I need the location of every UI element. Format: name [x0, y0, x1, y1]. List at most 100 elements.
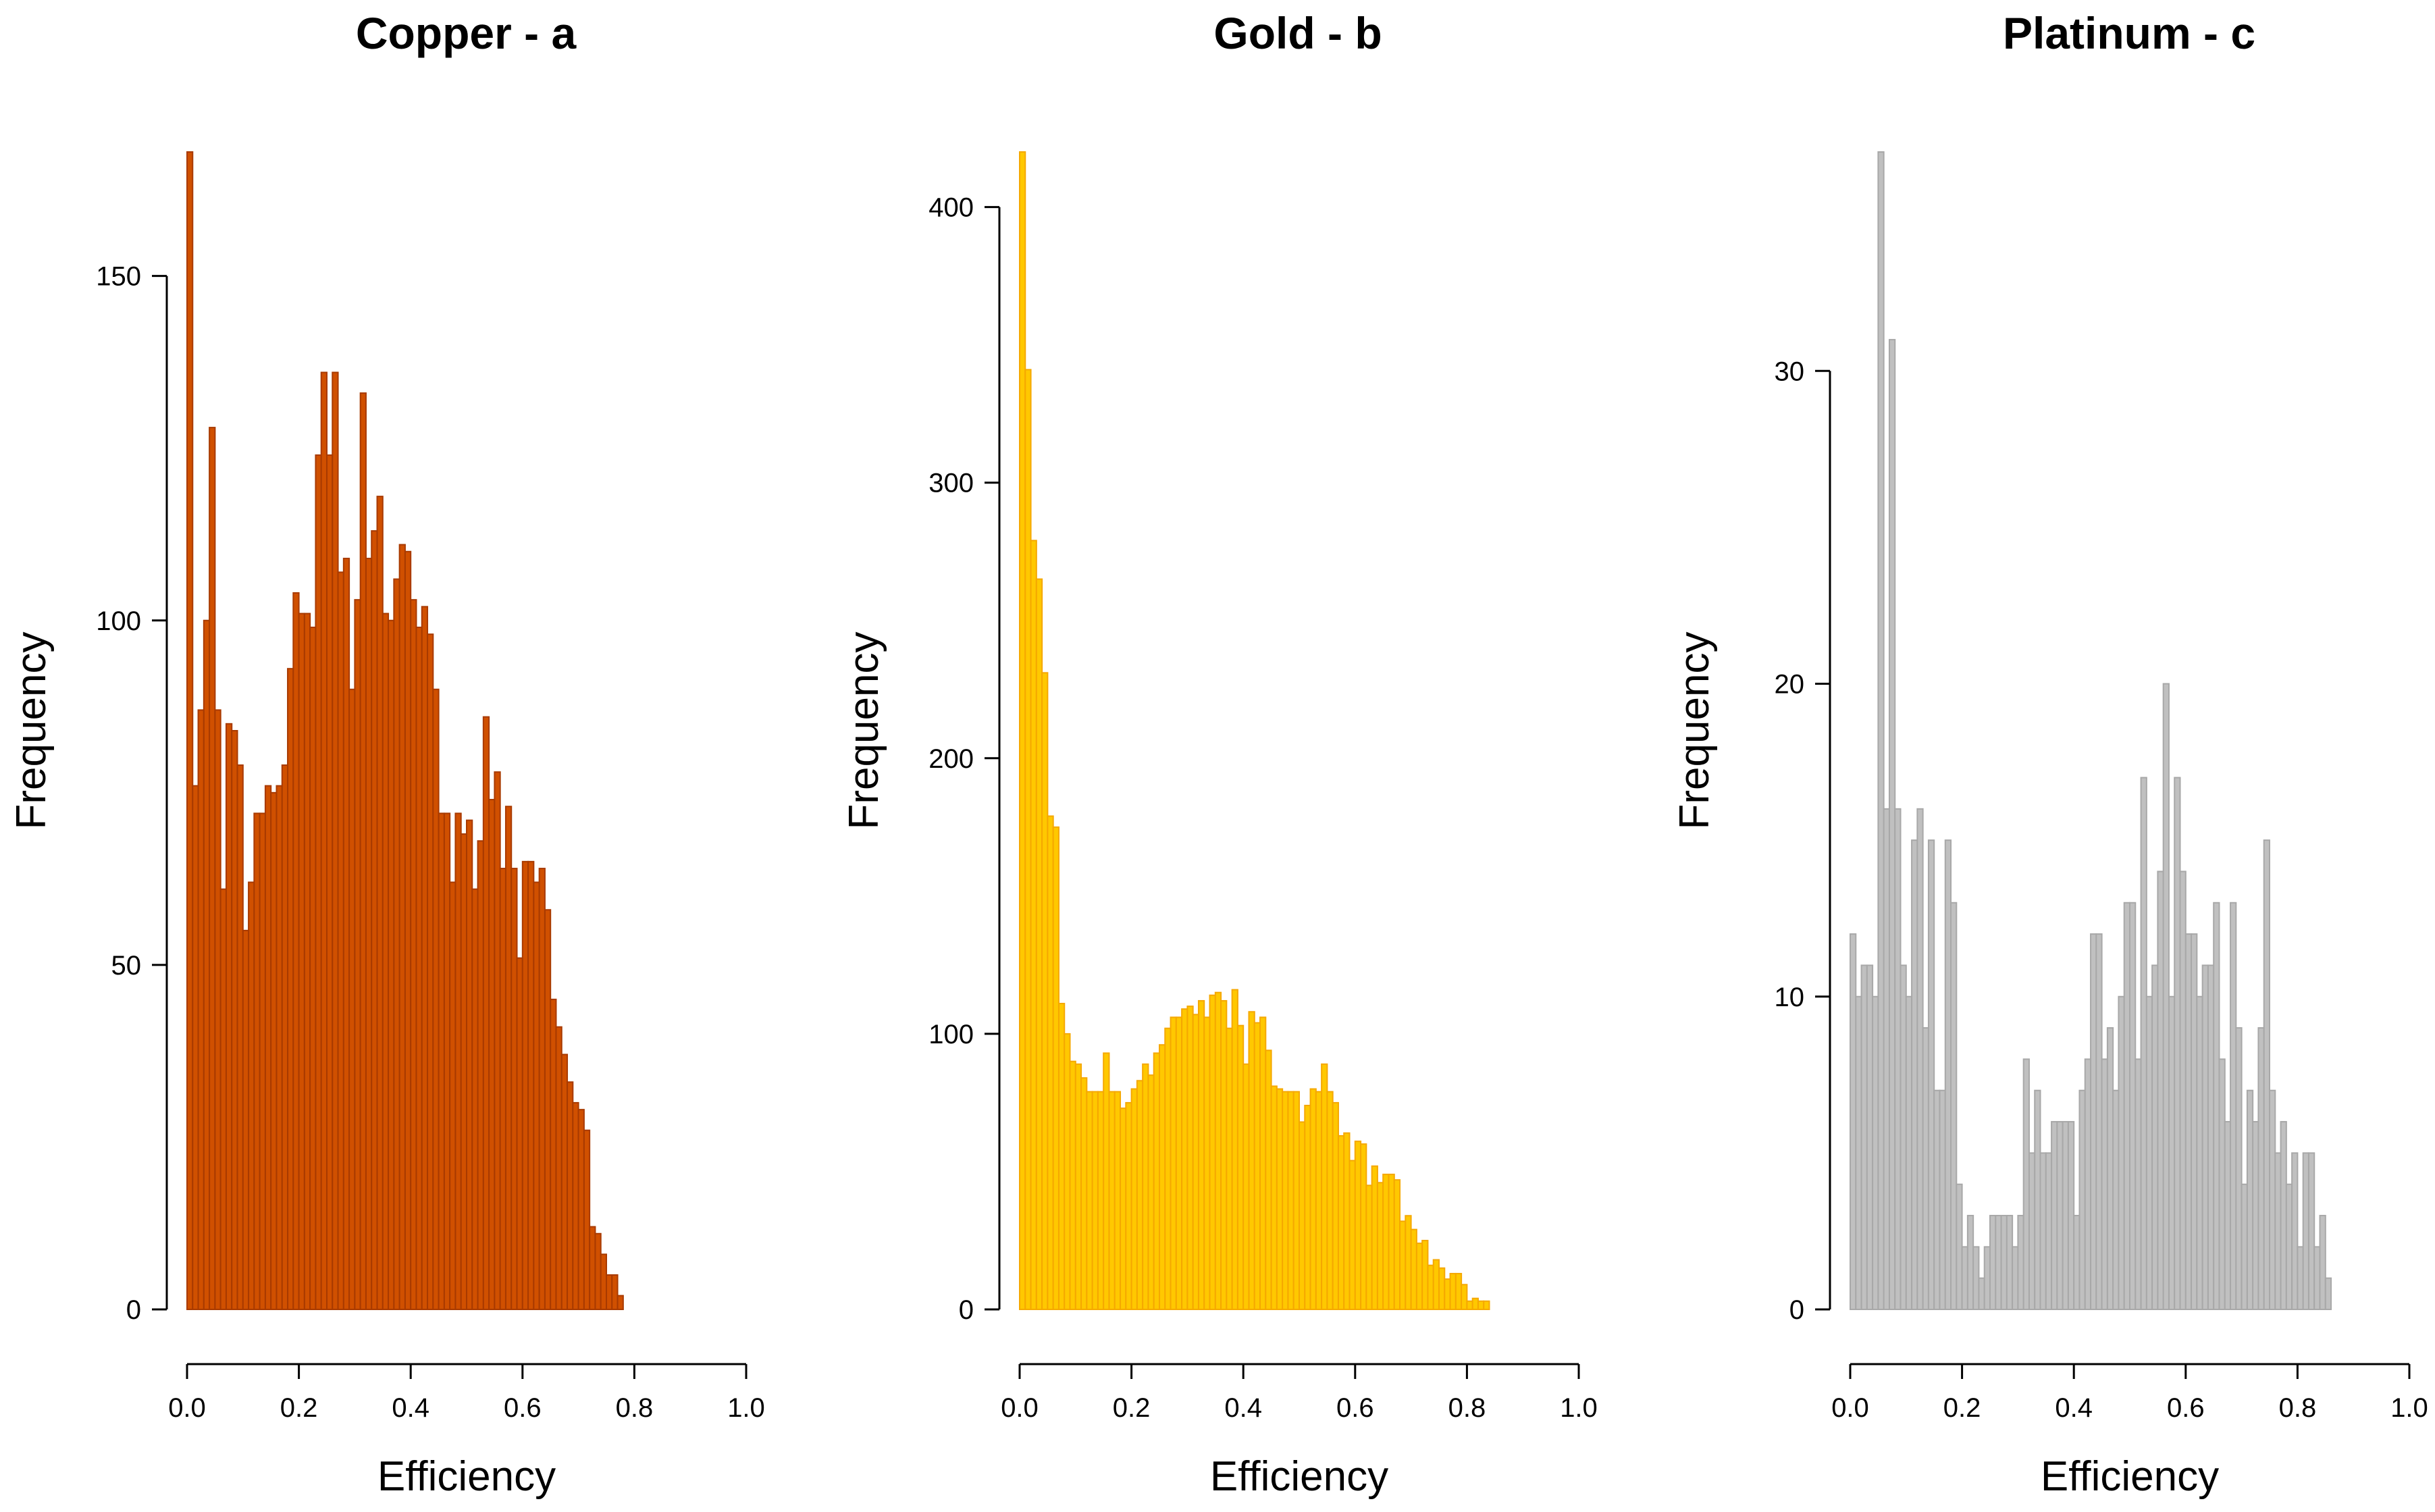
histogram-bar — [2263, 839, 2270, 1310]
histogram-bar — [2078, 1089, 2086, 1310]
histogram-bar — [1231, 989, 1238, 1310]
histogram-bar — [248, 881, 255, 1310]
histogram-bar — [1388, 1174, 1395, 1310]
x-tick-label: 1.0 — [1560, 1393, 1598, 1423]
histogram-bar — [1850, 933, 1857, 1311]
histogram-bar — [2168, 995, 2176, 1310]
histogram-bar — [1170, 1016, 1177, 1311]
histogram-bar — [388, 619, 395, 1310]
histogram-bar — [1877, 151, 1885, 1310]
histogram-bar — [454, 812, 462, 1310]
histogram-bar — [1214, 991, 1222, 1310]
histogram-bar — [1432, 1259, 1440, 1310]
histogram-bar — [2207, 964, 2215, 1310]
histogram-bar — [1916, 808, 1924, 1310]
histogram-bar — [1030, 540, 1037, 1310]
histogram-bar — [242, 929, 250, 1310]
histogram-bar — [2095, 933, 2103, 1311]
histogram-bar — [2201, 964, 2209, 1310]
histogram-bar — [1415, 1243, 1423, 1310]
histogram-bar — [2196, 995, 2203, 1310]
histogram-bar — [2017, 1215, 2024, 1310]
histogram-bar — [1371, 1165, 1378, 1311]
histogram-bar — [209, 427, 216, 1310]
histogram-bar — [315, 454, 322, 1310]
histogram-bar — [1253, 1022, 1261, 1310]
histogram-bar — [1866, 964, 1874, 1310]
histogram-bar — [415, 626, 423, 1310]
histogram-bar — [253, 812, 261, 1310]
histogram-bar — [2039, 1152, 2047, 1311]
histogram-bar — [2101, 1058, 2108, 1310]
histogram-bar — [1405, 1215, 1412, 1310]
chart-platinum-c: Platinum - c 0.0 0.2 0.4 0.6 0.8 1.0 Efficiency… — [1671, 8, 2428, 1500]
histogram-bar — [538, 868, 546, 1310]
histogram-bar — [1382, 1174, 1390, 1310]
histogram-bar — [292, 592, 300, 1310]
histogram-bar — [1360, 1143, 1367, 1310]
histogram-bar — [1130, 1088, 1138, 1310]
histogram-bar — [1074, 1063, 1082, 1311]
y-tick-label: 200 — [928, 744, 974, 774]
histogram-bar — [1332, 1101, 1339, 1311]
histogram-bar — [2022, 1058, 2030, 1310]
histogram-bar — [337, 571, 344, 1310]
y-axis-label: Frequency — [841, 632, 887, 830]
histogram-bar — [2090, 933, 2097, 1311]
histogram-bar — [1064, 1033, 1071, 1311]
histogram-bar — [1114, 1091, 1122, 1310]
x-tick-label: 0.0 — [168, 1393, 206, 1423]
histogram-bar — [1226, 1027, 1233, 1310]
histogram-bar — [2106, 1027, 2114, 1310]
y-tick-label: 100 — [928, 1020, 974, 1049]
histogram-bar — [2246, 1089, 2254, 1310]
histogram-bar — [1086, 1091, 1093, 1310]
histogram-bar — [2135, 1058, 2142, 1310]
histogram-bar — [1995, 1215, 2002, 1310]
histogram-bar — [1365, 1184, 1373, 1311]
histogram-bar — [354, 599, 361, 1310]
histogram-bar — [1905, 995, 1913, 1310]
histogram-bar — [577, 1109, 585, 1311]
histogram-bar — [527, 860, 535, 1310]
histogram-bar — [1309, 1088, 1317, 1310]
x-tick-label: 1.0 — [727, 1393, 765, 1423]
histogram-bar — [1080, 1077, 1088, 1310]
histogram-bar — [1091, 1091, 1099, 1310]
x-tick-label: 0.0 — [1001, 1393, 1039, 1423]
histogram-bar — [365, 557, 373, 1311]
histogram-bar — [1349, 1159, 1356, 1310]
histogram-bar — [348, 688, 356, 1310]
x-tick-label: 0.6 — [1336, 1393, 1374, 1423]
y-tick-label: 20 — [1775, 670, 1805, 700]
histogram-bar — [1922, 1027, 1929, 1310]
histogram-bar — [393, 578, 400, 1310]
histogram-bar — [488, 799, 496, 1310]
histogram-bar — [1326, 1091, 1334, 1310]
histogram-bar — [2274, 1152, 2282, 1311]
histogram-bar — [1242, 1063, 1250, 1311]
histogram-bar — [533, 881, 540, 1310]
y-tick-label: 0 — [1789, 1295, 1804, 1325]
histogram-bar — [1956, 1183, 1963, 1311]
y-tick-label: 50 — [111, 951, 142, 981]
histogram-bar — [2112, 1089, 2120, 1310]
histogram-bar — [1265, 1049, 1272, 1311]
histogram-bar — [1855, 995, 1862, 1310]
histogram-bar — [611, 1274, 619, 1310]
x-tick-label: 0.4 — [2055, 1393, 2093, 1423]
histogram-bar — [1427, 1264, 1434, 1310]
histogram-bar — [555, 1026, 562, 1310]
histogram-bar — [1376, 1182, 1384, 1311]
histogram-bar — [1304, 1105, 1311, 1310]
histogram-bar — [449, 881, 456, 1310]
histogram-bar — [1164, 1027, 1172, 1310]
y-tick-label: 30 — [1775, 357, 1805, 386]
histogram-bar — [1421, 1239, 1429, 1311]
histogram-bar — [510, 868, 518, 1310]
histogram-bar — [2235, 1027, 2243, 1310]
histogram-bar — [197, 709, 205, 1310]
histogram-bar — [281, 764, 289, 1311]
x-tick-label: 0.2 — [1943, 1393, 1981, 1423]
histogram-bar — [404, 550, 412, 1311]
